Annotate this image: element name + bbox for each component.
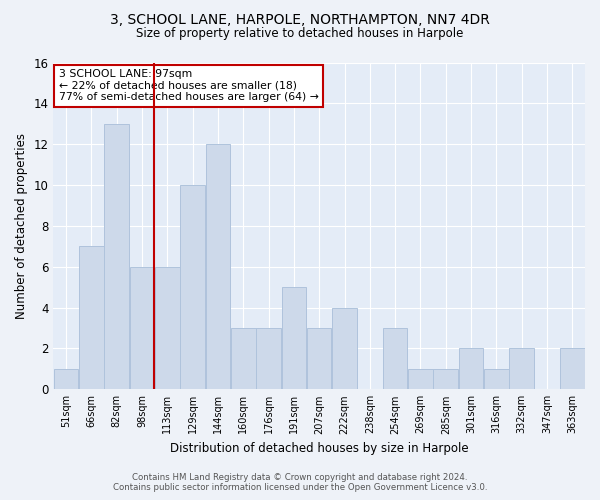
X-axis label: Distribution of detached houses by size in Harpole: Distribution of detached houses by size … [170, 442, 469, 455]
Text: 3, SCHOOL LANE, HARPOLE, NORTHAMPTON, NN7 4DR: 3, SCHOOL LANE, HARPOLE, NORTHAMPTON, NN… [110, 12, 490, 26]
Bar [281, 287, 306, 390]
Text: 3 SCHOOL LANE: 97sqm
← 22% of detached houses are smaller (18)
77% of semi-detac: 3 SCHOOL LANE: 97sqm ← 22% of detached h… [59, 69, 319, 102]
Bar [383, 328, 407, 390]
Text: Contains HM Land Registry data © Crown copyright and database right 2024.
Contai: Contains HM Land Registry data © Crown c… [113, 473, 487, 492]
Bar [256, 328, 281, 390]
Bar [509, 348, 534, 390]
Bar [459, 348, 484, 390]
Y-axis label: Number of detached properties: Number of detached properties [15, 133, 28, 319]
Bar [54, 369, 79, 390]
Bar [484, 369, 509, 390]
Bar [79, 246, 104, 390]
Bar [560, 348, 584, 390]
Bar [181, 185, 205, 390]
Bar [307, 328, 331, 390]
Bar [408, 369, 433, 390]
Bar [130, 267, 154, 390]
Bar [206, 144, 230, 390]
Bar [231, 328, 256, 390]
Bar [104, 124, 129, 390]
Text: Size of property relative to detached houses in Harpole: Size of property relative to detached ho… [136, 28, 464, 40]
Bar [433, 369, 458, 390]
Bar [155, 267, 179, 390]
Bar [332, 308, 357, 390]
